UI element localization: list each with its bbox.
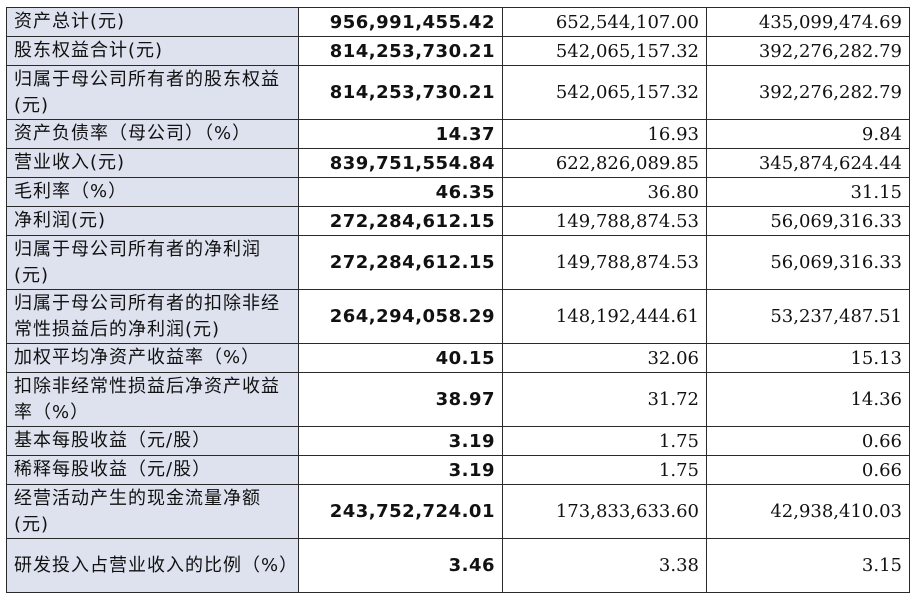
table-row: 归属于母公司所有者的扣除非经常性损益后的净利润(元) 264,294,058.2… — [6, 289, 910, 344]
value-col-3: 0.66 — [706, 426, 910, 456]
value-col-2: 32.06 — [502, 343, 707, 373]
value-col-2: 16.93 — [502, 119, 707, 149]
value-col-3: 56,069,316.33 — [706, 206, 910, 236]
value-col-1: 814,253,730.21 — [298, 65, 503, 120]
value-col-2: 542,065,157.32 — [502, 65, 707, 120]
value-col-3: 14.36 — [706, 372, 910, 427]
financial-data-table: 资产总计(元) 956,991,455.42 652,544,107.00 43… — [6, 7, 910, 593]
value-col-1: 956,991,455.42 — [298, 7, 503, 37]
value-col-3: 3.15 — [706, 538, 910, 593]
value-col-3: 42,938,410.03 — [706, 484, 910, 539]
value-col-2: 173,833,633.60 — [502, 484, 707, 539]
table-row: 毛利率（%） 46.35 36.80 31.15 — [6, 177, 910, 207]
value-col-3: 392,276,282.79 — [706, 65, 910, 120]
value-col-2: 542,065,157.32 — [502, 36, 707, 66]
value-col-3: 9.84 — [706, 119, 910, 149]
row-label: 资产总计(元) — [6, 7, 299, 37]
value-col-2: 148,192,444.61 — [502, 289, 707, 344]
row-label: 归属于母公司所有者的扣除非经常性损益后的净利润(元) — [6, 289, 299, 344]
row-label: 研发投入占营业收入的比例（%） — [6, 538, 299, 593]
row-label: 净利润(元) — [6, 206, 299, 236]
table-row: 基本每股收益（元/股） 3.19 1.75 0.66 — [6, 426, 910, 456]
row-label: 股东权益合计(元) — [6, 36, 299, 66]
row-label: 基本每股收益（元/股） — [6, 426, 299, 456]
value-col-3: 53,237,487.51 — [706, 289, 910, 344]
value-col-1: 38.97 — [298, 372, 503, 427]
table-row: 资产总计(元) 956,991,455.42 652,544,107.00 43… — [6, 7, 910, 37]
table-row: 归属于母公司所有者的股东权益(元) 814,253,730.21 542,065… — [6, 65, 910, 120]
value-col-1: 40.15 — [298, 343, 503, 373]
table-row: 加权平均净资产收益率（%） 40.15 32.06 15.13 — [6, 343, 910, 373]
value-col-1: 3.19 — [298, 455, 503, 485]
row-label: 营业收入(元) — [6, 148, 299, 178]
value-col-1: 243,752,724.01 — [298, 484, 503, 539]
row-label: 稀释每股收益（元/股） — [6, 455, 299, 485]
value-col-1: 272,284,612.15 — [298, 235, 503, 290]
value-col-2: 622,826,089.85 — [502, 148, 707, 178]
value-col-1: 3.46 — [298, 538, 503, 593]
value-col-2: 3.38 — [502, 538, 707, 593]
row-label: 毛利率（%） — [6, 177, 299, 207]
table-row: 净利润(元) 272,284,612.15 149,788,874.53 56,… — [6, 206, 910, 236]
value-col-1: 264,294,058.29 — [298, 289, 503, 344]
table-row: 稀释每股收益（元/股） 3.19 1.75 0.66 — [6, 455, 910, 485]
value-col-2: 31.72 — [502, 372, 707, 427]
row-label: 归属于母公司所有者的股东权益(元) — [6, 65, 299, 120]
table-row: 资产负债率（母公司）（%） 14.37 16.93 9.84 — [6, 119, 910, 149]
value-col-3: 345,874,624.44 — [706, 148, 910, 178]
value-col-2: 652,544,107.00 — [502, 7, 707, 37]
row-label: 归属于母公司所有者的净利润(元) — [6, 235, 299, 290]
row-label: 资产负债率（母公司）（%） — [6, 119, 299, 149]
table-row: 研发投入占营业收入的比例（%） 3.46 3.38 3.15 — [6, 538, 910, 593]
value-col-1: 3.19 — [298, 426, 503, 456]
row-label: 加权平均净资产收益率（%） — [6, 343, 299, 373]
value-col-2: 149,788,874.53 — [502, 206, 707, 236]
row-label: 经营活动产生的现金流量净额(元) — [6, 484, 299, 539]
value-col-1: 46.35 — [298, 177, 503, 207]
value-col-2: 149,788,874.53 — [502, 235, 707, 290]
value-col-1: 839,751,554.84 — [298, 148, 503, 178]
value-col-1: 272,284,612.15 — [298, 206, 503, 236]
value-col-3: 15.13 — [706, 343, 910, 373]
table-row: 股东权益合计(元) 814,253,730.21 542,065,157.32 … — [6, 36, 910, 66]
value-col-1: 14.37 — [298, 119, 503, 149]
value-col-2: 1.75 — [502, 426, 707, 456]
value-col-3: 392,276,282.79 — [706, 36, 910, 66]
value-col-2: 36.80 — [502, 177, 707, 207]
table-row: 归属于母公司所有者的净利润(元) 272,284,612.15 149,788,… — [6, 235, 910, 290]
value-col-3: 435,099,474.69 — [706, 7, 910, 37]
value-col-2: 1.75 — [502, 455, 707, 485]
value-col-3: 31.15 — [706, 177, 910, 207]
value-col-3: 0.66 — [706, 455, 910, 485]
value-col-1: 814,253,730.21 — [298, 36, 503, 66]
table-row: 经营活动产生的现金流量净额(元) 243,752,724.01 173,833,… — [6, 484, 910, 539]
value-col-3: 56,069,316.33 — [706, 235, 910, 290]
table-row: 营业收入(元) 839,751,554.84 622,826,089.85 34… — [6, 148, 910, 178]
table-row: 扣除非经常性损益后净资产收益率（%） 38.97 31.72 14.36 — [6, 372, 910, 427]
row-label: 扣除非经常性损益后净资产收益率（%） — [6, 372, 299, 427]
